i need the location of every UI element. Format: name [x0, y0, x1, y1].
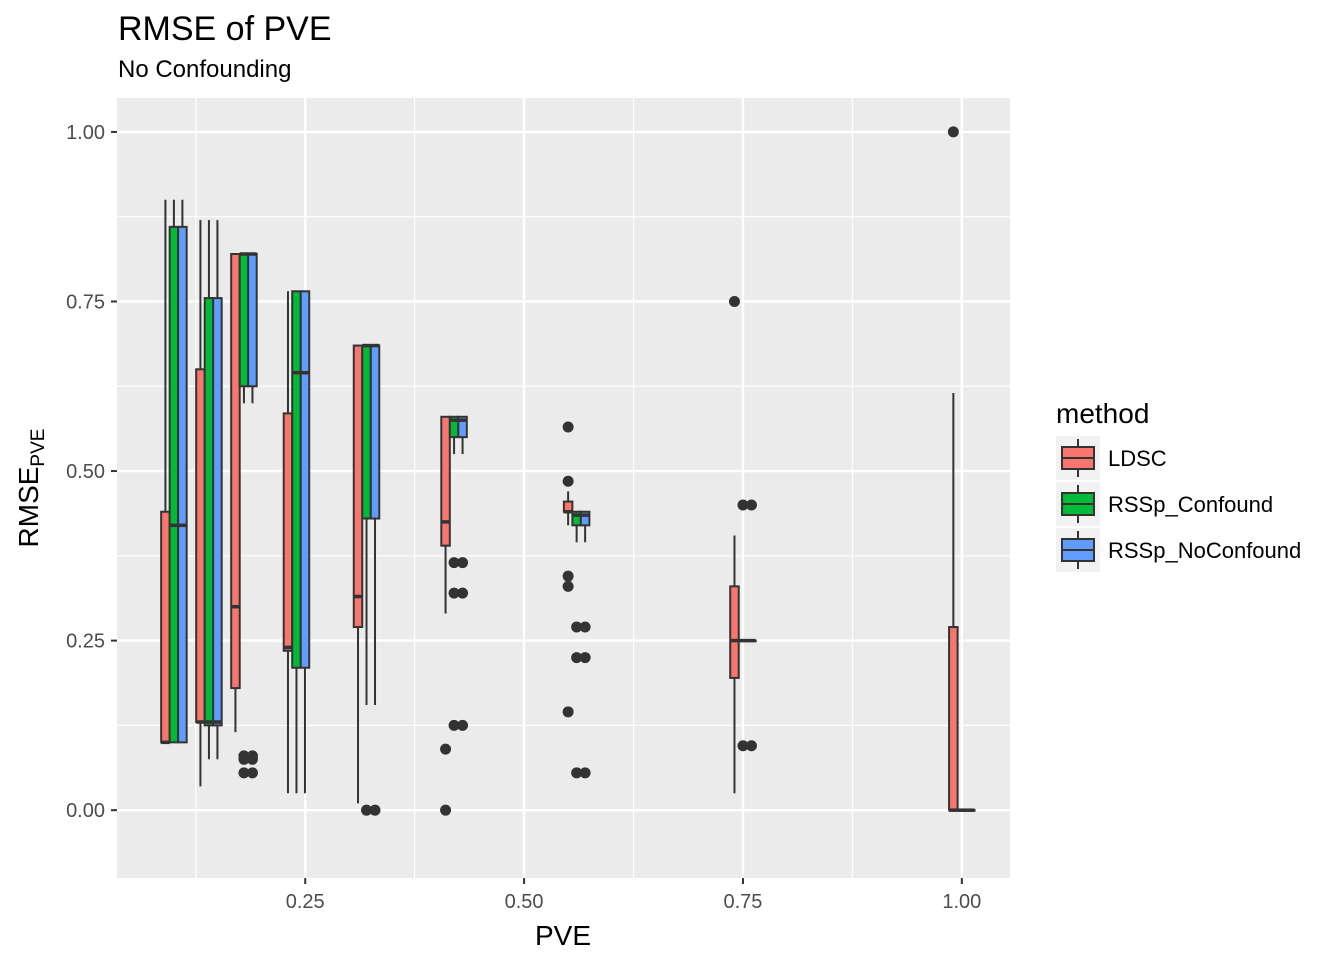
box-body — [212, 297, 223, 727]
box-body — [729, 585, 740, 679]
box-rssp-noconfound — [299, 290, 311, 794]
legend-label: RSSp_NoConfound — [1108, 538, 1301, 563]
outlier-point — [457, 719, 469, 731]
box-rssp-noconfound — [246, 252, 258, 779]
box-body — [291, 290, 302, 669]
box-rssp-noconfound — [965, 808, 976, 812]
outlier-point — [361, 804, 373, 816]
outlier-point — [238, 750, 250, 762]
legend-item-rssp-noconfound: RSSp_NoConfound — [1056, 528, 1301, 572]
y-tick-label: 0.25 — [66, 631, 105, 653]
outlier-point — [369, 804, 381, 816]
outlier-point — [571, 621, 583, 633]
y-axis-title: RMSEPVE — [13, 429, 49, 548]
box-rssp-noconfound — [369, 343, 381, 816]
box-body — [282, 412, 294, 652]
box-rssp-noconfound — [745, 499, 757, 752]
plot-panel — [117, 98, 1010, 878]
legend-title: method — [1056, 398, 1149, 429]
box-rssp-confound — [448, 415, 460, 731]
y-axis-title-sub: PVE — [28, 429, 49, 467]
y-tick-label: 0.75 — [66, 291, 105, 313]
y-tick-label: 0.00 — [66, 800, 105, 822]
box-rssp-confound — [571, 510, 583, 779]
x-tick-label: 0.75 — [724, 891, 763, 913]
box-body — [299, 290, 311, 669]
box-body — [579, 510, 591, 527]
outlier-point — [745, 740, 757, 752]
box-rssp-noconfound — [457, 415, 469, 731]
box-body — [352, 344, 364, 629]
box-rssp-noconfound — [212, 220, 223, 760]
outlier-point — [246, 767, 258, 779]
box-ldsc — [440, 415, 452, 816]
box-rssp-noconfound — [177, 199, 188, 744]
outlier-point — [562, 570, 574, 582]
box-body — [195, 368, 206, 723]
outlier-point — [457, 587, 469, 599]
outlier-point — [448, 587, 460, 599]
box-body — [457, 415, 468, 439]
outlier-point — [737, 740, 749, 752]
box-body — [440, 415, 451, 547]
x-tick-label: 0.25 — [286, 891, 325, 913]
y-tick-label: 1.00 — [66, 122, 105, 144]
outlier-point — [246, 750, 258, 762]
box-rssp-confound — [956, 808, 968, 812]
y-tick-label: 0.50 — [66, 461, 105, 483]
box-rssp-confound — [168, 199, 180, 744]
box-ldsc — [728, 295, 740, 794]
outlier-point — [745, 499, 757, 511]
outlier-point — [562, 421, 574, 433]
box-ldsc — [230, 253, 241, 733]
legend-label: RSSp_Confound — [1108, 492, 1273, 517]
outlier-point — [562, 706, 574, 718]
outlier-point — [440, 804, 452, 816]
box-ldsc — [562, 421, 574, 718]
x-tick-label: 1.00 — [942, 891, 981, 913]
outlier-point — [448, 557, 460, 569]
outlier-point — [571, 767, 583, 779]
outlier-point — [238, 767, 250, 779]
box-rssp-noconfound — [579, 510, 591, 779]
box-body — [230, 253, 241, 690]
x-axis-title: PVE — [535, 920, 591, 951]
legend: LDSC RSSp_Confound RSSp_NoConfound — [1056, 436, 1301, 572]
outlier-point — [579, 652, 591, 664]
box-body — [361, 344, 372, 520]
box-body — [238, 253, 250, 388]
chart-subtitle: No Confounding — [118, 56, 291, 83]
outlier-point — [579, 767, 591, 779]
outlier-point — [448, 719, 460, 731]
outlier-point — [579, 621, 591, 633]
outlier-point — [571, 652, 583, 664]
box-body — [160, 510, 171, 744]
outlier-point — [728, 295, 740, 307]
box-body — [203, 297, 215, 727]
outlier-point — [457, 557, 469, 569]
x-tick-label: 0.50 — [505, 891, 544, 913]
outlier-point — [440, 743, 452, 755]
outlier-point — [562, 475, 574, 487]
chart-title: RMSE of PVE — [118, 10, 332, 48]
box-body — [247, 253, 258, 388]
box-rssp-confound — [737, 499, 749, 752]
box-body — [177, 225, 188, 744]
box-body — [168, 225, 180, 744]
box-rssp-confound — [203, 220, 215, 760]
axes: 0.25 0.50 0.75 1.00 0.00 0.25 0.50 0.75 1.00 — [66, 122, 981, 913]
outlier-point — [947, 126, 959, 138]
box-body — [369, 344, 381, 520]
box-ldsc — [947, 126, 959, 812]
legend-label: LDSC — [1108, 446, 1167, 471]
box-body — [948, 626, 959, 812]
legend-item-ldsc: LDSC — [1056, 436, 1167, 480]
legend-item-rssp-confound: RSSp_Confound — [1056, 482, 1273, 526]
outlier-point — [737, 499, 749, 511]
outlier-point — [562, 580, 574, 592]
box-layer — [160, 126, 976, 816]
y-axis-title-main: RMSE — [13, 467, 44, 548]
